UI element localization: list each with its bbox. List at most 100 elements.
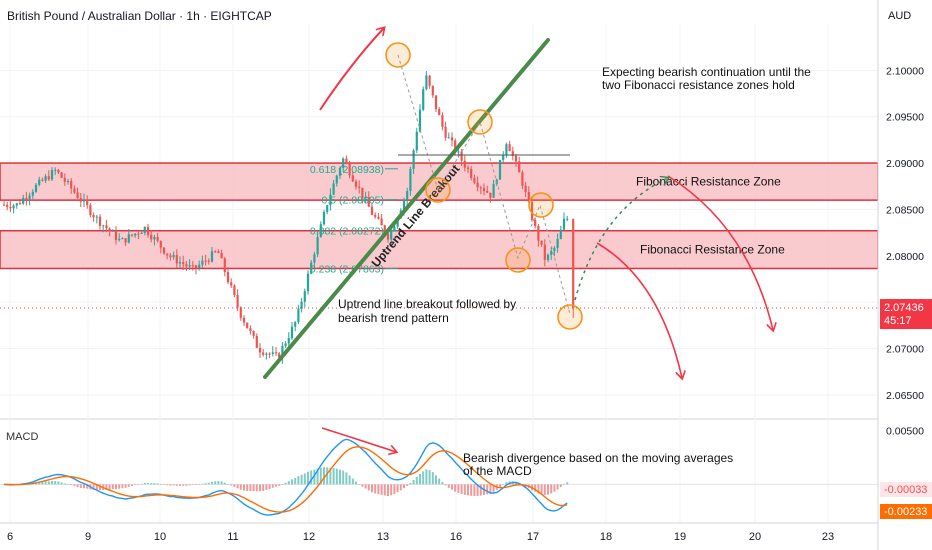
candle[interactable]: [396, 218, 399, 227]
candle[interactable]: [521, 172, 524, 186]
candle[interactable]: [450, 137, 454, 141]
candle[interactable]: [258, 347, 262, 353]
candle[interactable]: [425, 75, 428, 90]
candle[interactable]: [562, 218, 566, 230]
candle[interactable]: [242, 317, 246, 323]
candle[interactable]: [438, 109, 441, 116]
candle[interactable]: [489, 192, 492, 198]
candle[interactable]: [530, 201, 534, 220]
candle[interactable]: [102, 225, 105, 227]
candle[interactable]: [226, 271, 230, 283]
candle[interactable]: [233, 285, 236, 296]
candle[interactable]: [12, 205, 15, 209]
candle[interactable]: [252, 331, 255, 336]
candle[interactable]: [66, 180, 70, 182]
candle[interactable]: [137, 233, 140, 235]
candle[interactable]: [9, 206, 12, 209]
candle[interactable]: [175, 255, 178, 264]
candle[interactable]: [390, 231, 393, 240]
candle[interactable]: [476, 182, 479, 188]
candle[interactable]: [364, 197, 367, 199]
candle[interactable]: [543, 244, 546, 260]
candle[interactable]: [434, 95, 438, 110]
candle[interactable]: [79, 197, 82, 202]
candle[interactable]: [313, 254, 316, 263]
candle[interactable]: [559, 229, 562, 240]
candle[interactable]: [546, 254, 550, 260]
candle[interactable]: [198, 264, 201, 269]
candle[interactable]: [374, 214, 377, 217]
candle[interactable]: [236, 295, 239, 308]
candle[interactable]: [82, 199, 86, 202]
candle[interactable]: [185, 264, 188, 267]
candle[interactable]: [63, 177, 66, 182]
candle[interactable]: [556, 239, 559, 248]
candle[interactable]: [108, 228, 111, 232]
candle[interactable]: [172, 255, 175, 258]
candle[interactable]: [134, 233, 137, 236]
candle[interactable]: [540, 240, 543, 245]
candle[interactable]: [466, 167, 470, 169]
candle[interactable]: [386, 233, 390, 240]
candle[interactable]: [326, 205, 329, 212]
swing-circle[interactable]: [557, 304, 583, 330]
candle[interactable]: [492, 184, 495, 198]
candle[interactable]: [210, 251, 214, 262]
candle[interactable]: [358, 186, 361, 188]
candle[interactable]: [383, 225, 386, 234]
candle[interactable]: [118, 238, 121, 241]
candle[interactable]: [524, 185, 527, 193]
candle[interactable]: [319, 224, 322, 238]
candle[interactable]: [178, 262, 182, 264]
candle[interactable]: [537, 226, 540, 241]
candle[interactable]: [114, 230, 118, 241]
candle[interactable]: [447, 137, 450, 139]
candle[interactable]: [274, 352, 278, 354]
candle[interactable]: [31, 191, 34, 196]
candle[interactable]: [553, 247, 556, 252]
candle[interactable]: [534, 219, 537, 227]
candle[interactable]: [332, 183, 335, 195]
bullish-arrow[interactable]: [319, 28, 384, 111]
candle[interactable]: [306, 273, 310, 292]
candle[interactable]: [255, 335, 258, 348]
candle[interactable]: [230, 282, 233, 286]
candle[interactable]: [105, 225, 108, 229]
candle[interactable]: [550, 251, 553, 255]
swing-circle[interactable]: [425, 177, 451, 203]
price-axis[interactable]: AUD 2.10000 2.09500 2.09000 2.08500 2.08000 2…: [877, 0, 932, 550]
divergence-arrow[interactable]: [321, 427, 396, 452]
candle[interactable]: [402, 199, 406, 211]
candle[interactable]: [47, 176, 50, 180]
candle[interactable]: [310, 262, 313, 274]
candle[interactable]: [281, 345, 284, 358]
candle[interactable]: [54, 169, 57, 171]
candle[interactable]: [191, 265, 194, 267]
candle[interactable]: [214, 251, 217, 253]
candles[interactable]: [0, 71, 878, 364]
candle[interactable]: [338, 167, 342, 176]
candle[interactable]: [217, 251, 220, 254]
candle[interactable]: [162, 247, 166, 254]
candle[interactable]: [502, 154, 505, 160]
time-axis[interactable]: 6 9 10 11 12 13 16 17 18 19 20 23: [0, 522, 878, 543]
candle[interactable]: [393, 226, 396, 232]
candle[interactable]: [169, 255, 172, 258]
candle[interactable]: [460, 151, 463, 161]
candle[interactable]: [348, 163, 351, 176]
candle[interactable]: [370, 206, 374, 215]
candle[interactable]: [412, 150, 415, 169]
candle[interactable]: [201, 260, 204, 265]
candle[interactable]: [294, 322, 297, 327]
candle[interactable]: [111, 230, 114, 232]
candle[interactable]: [479, 187, 482, 189]
candle[interactable]: [60, 172, 63, 178]
candle[interactable]: [354, 181, 358, 187]
candle[interactable]: [518, 161, 521, 173]
uptrend-line[interactable]: [263, 38, 550, 379]
candle[interactable]: [290, 326, 294, 339]
candle[interactable]: [316, 237, 319, 255]
candle[interactable]: [329, 194, 332, 206]
candle[interactable]: [246, 322, 249, 329]
